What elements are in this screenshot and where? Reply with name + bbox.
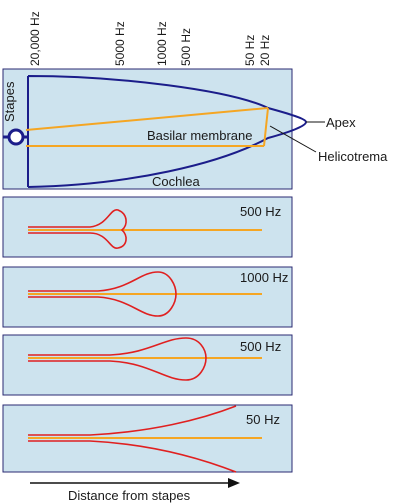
helicotrema-label: Helicotrema — [318, 149, 388, 164]
basilar-membrane-label: Basilar membrane — [147, 128, 253, 143]
wave-envelope — [28, 337, 207, 381]
apex-label: Apex — [326, 115, 356, 130]
freq-label-5000: 5000 Hz — [113, 21, 127, 66]
wave-panel-4: 50 Hz — [2, 404, 293, 473]
distance-arrow — [30, 478, 240, 488]
panel-freq-label: 500 Hz — [240, 339, 281, 354]
wave-envelope — [28, 209, 127, 249]
helicotrema-pointer — [269, 125, 317, 153]
basilar-membrane-line — [25, 107, 269, 147]
freq-label-500: 500 Hz — [179, 28, 193, 66]
wave-envelope — [28, 405, 237, 473]
stapes-label: Stapes — [2, 81, 17, 122]
freq-label-1000: 1000 Hz — [155, 21, 169, 66]
panel-freq-label: 1000 Hz — [240, 270, 288, 285]
distance-label: Distance from stapes — [68, 488, 191, 503]
wave-envelope — [28, 271, 177, 317]
cochlea-label: Cochlea — [152, 174, 200, 189]
panel-freq-label: 500 Hz — [240, 204, 281, 219]
freq-label-20: 20 Hz — [258, 35, 272, 66]
panel-freq-label: 50 Hz — [246, 412, 280, 427]
cochlea-panel: Stapes Basilar membrane Cochlea — [2, 68, 308, 190]
stapes-icon — [3, 128, 28, 146]
wave-panel-3: 500 Hz — [2, 334, 293, 396]
wave-panel-1: 500 Hz — [2, 196, 293, 258]
wave-panel-2: 1000 Hz — [2, 266, 293, 328]
freq-label-50: 50 Hz — [243, 35, 257, 66]
wave-panel-bg — [2, 334, 293, 396]
freq-label-20000: 20,000 Hz — [28, 11, 42, 66]
cochlea-panel-bg — [2, 68, 293, 190]
